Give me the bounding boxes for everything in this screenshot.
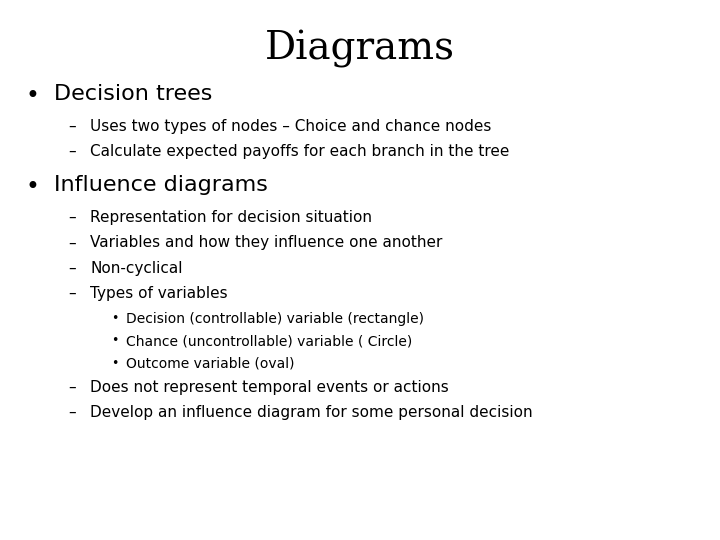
Text: Chance (uncontrollable) variable ( Circle): Chance (uncontrollable) variable ( Circl… [126,334,413,348]
Text: Non-cyclical: Non-cyclical [90,261,182,276]
Text: Uses two types of nodes – Choice and chance nodes: Uses two types of nodes – Choice and cha… [90,119,491,134]
Text: –: – [68,235,76,251]
Text: •: • [112,334,119,347]
Text: •: • [112,357,119,370]
Text: Outcome variable (oval): Outcome variable (oval) [126,357,294,371]
Text: Calculate expected payoffs for each branch in the tree: Calculate expected payoffs for each bran… [90,144,509,159]
Text: –: – [68,286,76,301]
Text: Representation for decision situation: Representation for decision situation [90,210,372,225]
Text: Decision (controllable) variable (rectangle): Decision (controllable) variable (rectan… [126,312,424,326]
Text: •: • [112,312,119,325]
Text: Diagrams: Diagrams [265,30,455,68]
Text: Variables and how they influence one another: Variables and how they influence one ano… [90,235,442,251]
Text: –: – [68,380,76,395]
Text: Does not represent temporal events or actions: Does not represent temporal events or ac… [90,380,449,395]
Text: Types of variables: Types of variables [90,286,228,301]
Text: Develop an influence diagram for some personal decision: Develop an influence diagram for some pe… [90,405,533,420]
Text: •: • [25,84,39,107]
Text: Decision trees: Decision trees [54,84,212,104]
Text: •: • [25,175,39,199]
Text: –: – [68,119,76,134]
Text: –: – [68,144,76,159]
Text: Influence diagrams: Influence diagrams [54,175,268,195]
Text: –: – [68,261,76,276]
Text: –: – [68,405,76,420]
Text: –: – [68,210,76,225]
